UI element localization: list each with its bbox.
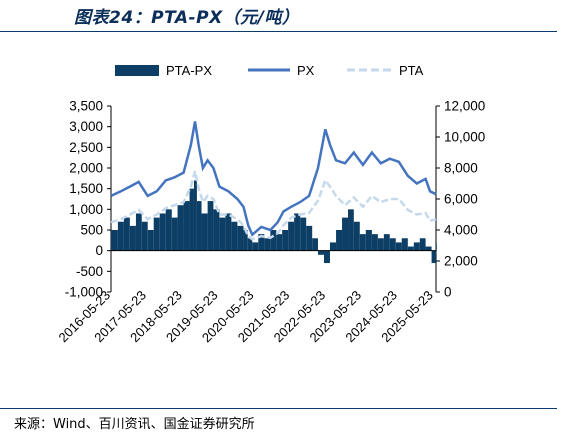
- spread-bar: [189, 188, 194, 251]
- spread-bar: [359, 234, 366, 251]
- spread-bar: [111, 230, 118, 251]
- left-tick-label: -1,000: [65, 285, 103, 300]
- spread-bar: [117, 221, 124, 251]
- spread-bar: [237, 225, 244, 251]
- legend-label-px: PX: [297, 63, 315, 78]
- chart-legend: PTA-PX PX PTA: [115, 63, 424, 78]
- spread-bar: [300, 217, 307, 251]
- spread-bar: [147, 230, 154, 251]
- px-series-line: [110, 121, 437, 237]
- spread-bar: [141, 221, 148, 251]
- source-divider: [0, 408, 557, 409]
- left-tick-label: 500: [80, 223, 103, 238]
- left-tick-label: -500: [76, 264, 103, 279]
- spread-bar: [323, 250, 330, 264]
- spread-bar: [276, 234, 283, 251]
- right-tick-label: 6,000: [444, 192, 478, 207]
- spread-bar: [407, 246, 414, 251]
- spread-bar: [252, 242, 259, 251]
- spread-bar: [436, 242, 437, 251]
- spread-bar: [395, 242, 402, 251]
- spread-bar: [193, 180, 197, 251]
- right-tick-label: 2,000: [444, 254, 478, 269]
- spread-bar: [425, 246, 432, 251]
- spread-bar: [264, 238, 271, 251]
- spread-bar: [377, 238, 384, 251]
- spread-bar: [342, 217, 349, 251]
- spread-bar: [312, 238, 318, 251]
- spread-bar: [383, 234, 390, 251]
- spread-bar: [371, 234, 378, 251]
- spread-bar: [177, 205, 184, 251]
- title-divider: [0, 31, 557, 32]
- right-tick-label: 8,000: [444, 161, 478, 176]
- spread-bar: [353, 221, 360, 251]
- spread-bar: [317, 250, 324, 255]
- spread-bar: [183, 201, 190, 251]
- spread-bar: [135, 213, 142, 251]
- spread-bar: [348, 209, 354, 251]
- spread-bar: [336, 230, 343, 251]
- x-axis: 2016-05-232017-05-232018-05-232019-05-23…: [55, 287, 435, 345]
- spread-bar: [258, 234, 265, 251]
- left-tick-label: 3,500: [69, 99, 103, 114]
- spread-bar: [213, 209, 220, 251]
- spread-bar: [159, 213, 166, 251]
- spread-bar: [389, 238, 396, 251]
- spread-bar: [282, 230, 289, 251]
- spread-bar: [219, 217, 226, 251]
- legend-swatch-pta-px: [115, 65, 159, 76]
- legend-label-pta: PTA: [399, 63, 424, 78]
- legend-label-pta-px: PTA-PX: [166, 63, 212, 78]
- source-note: 来源：Wind、百川资讯、国金证券研究所: [14, 417, 255, 432]
- spread-bar: [129, 225, 136, 251]
- spread-bar: [231, 221, 238, 251]
- spread-bar: [401, 238, 408, 251]
- spread-bar: [171, 217, 178, 251]
- spread-bar: [365, 230, 372, 251]
- spread-bar: [270, 230, 277, 251]
- right-tick-label: 12,000: [444, 99, 485, 114]
- spread-bar: [294, 213, 301, 251]
- spread-bar: [153, 217, 160, 251]
- left-tick-label: 1,000: [69, 202, 103, 217]
- pta-px-bars: [111, 180, 437, 264]
- right-tick-label: 4,000: [444, 223, 478, 238]
- left-tick-label: 1,500: [69, 181, 103, 196]
- spread-bar: [288, 221, 295, 251]
- left-tick-label: 2,500: [69, 140, 103, 155]
- left-tick-label: 2,000: [69, 161, 103, 176]
- spread-bar: [225, 213, 232, 251]
- spread-bar: [413, 242, 420, 251]
- pta-px-chart: PTA-PX PX PTA -1,000 -500 0 500 1,000 1,500 2,…: [55, 63, 485, 345]
- spread-bar: [165, 209, 172, 251]
- left-y-axis: -1,000 -500 0 500 1,000 1,500 2,000 2,500 3,000 3…: [65, 99, 111, 300]
- pta-series-line: [110, 170, 437, 241]
- spread-bar: [329, 242, 337, 251]
- spread-bar: [196, 201, 202, 251]
- spread-bar: [243, 230, 248, 251]
- right-tick-label: 10,000: [444, 130, 485, 145]
- right-y-axis: 0 2,000 4,000 6,000 8,000 10,000 12,000: [436, 99, 485, 300]
- spread-bar: [247, 238, 253, 251]
- page-title: 图表24：PTA-PX（元/吨）: [74, 8, 300, 28]
- left-tick-label: 0: [95, 243, 103, 258]
- spread-bar: [123, 217, 130, 251]
- left-tick-label: 3,000: [69, 119, 103, 134]
- spread-bar: [431, 250, 436, 264]
- right-tick-label: 0: [444, 285, 452, 300]
- spread-bar: [201, 213, 208, 251]
- spread-bar: [419, 238, 426, 251]
- spread-bar: [306, 225, 313, 251]
- spread-bar: [207, 201, 214, 251]
